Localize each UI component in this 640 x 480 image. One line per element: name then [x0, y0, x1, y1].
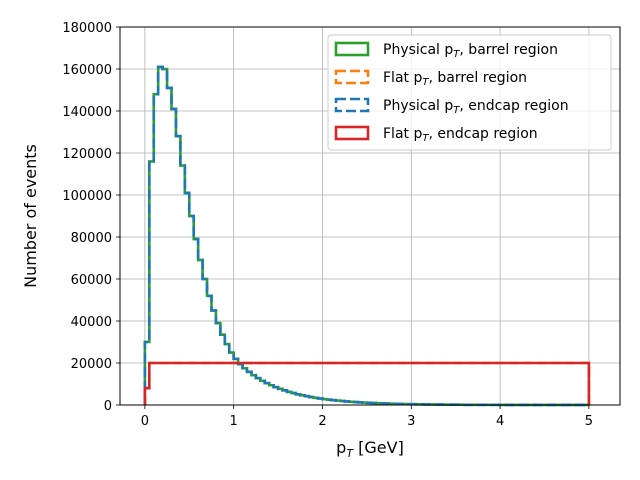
y-tick-label: 100000: [62, 189, 112, 204]
y-tick-label: 0: [104, 399, 112, 414]
y-tick-label: 40000: [71, 315, 112, 330]
x-tick-label: 5: [585, 414, 593, 429]
legend-label-physical-barrel: Physical pT, barrel region: [383, 42, 558, 60]
legend: Physical pT, barrel region Flat pT, barre…: [327, 34, 612, 151]
legend-swatch-physical-endcap: [334, 97, 370, 113]
y-tick-label: 140000: [62, 105, 112, 120]
x-tick-label: 4: [496, 414, 504, 429]
x-tick-label: 2: [318, 414, 326, 429]
y-tick-label: 160000: [62, 63, 112, 78]
x-tick-label: 3: [407, 414, 415, 429]
legend-frame: [327, 34, 612, 151]
x-tick-label: 0: [141, 414, 149, 429]
y-axis-label: Number of events: [21, 144, 40, 288]
y-tick-label: 180000: [62, 21, 112, 36]
legend-swatch-physical-barrel: [334, 41, 370, 57]
x-axis-label-subscript: T: [346, 447, 354, 460]
plot-frame: [119, 26, 621, 406]
x-tick-label: 1: [230, 414, 238, 429]
legend-label-flat-endcap: Flat pT, endcap region: [383, 126, 538, 144]
y-tick-label: 60000: [71, 273, 112, 288]
series-physical-endcap: [143, 65, 591, 407]
y-tick-label: 20000: [71, 357, 112, 372]
legend-label-flat-barrel: Flat pT, barrel region: [383, 70, 527, 88]
legend-label-physical-endcap: Physical pT, endcap region: [383, 98, 569, 116]
legend-swatch-flat-endcap: [334, 125, 370, 141]
y-tick-label: 120000: [62, 147, 112, 162]
y-tick-label: 80000: [71, 231, 112, 246]
x-axis-label: pT [GeV]: [336, 438, 404, 460]
legend-swatch-flat-barrel: [334, 69, 370, 85]
series-flat-endcap: [143, 361, 591, 405]
axis-ticks: 0 1 2 3 4 5 0 20000 40000 60000 80000 100000 120000 1…: [62, 21, 593, 429]
